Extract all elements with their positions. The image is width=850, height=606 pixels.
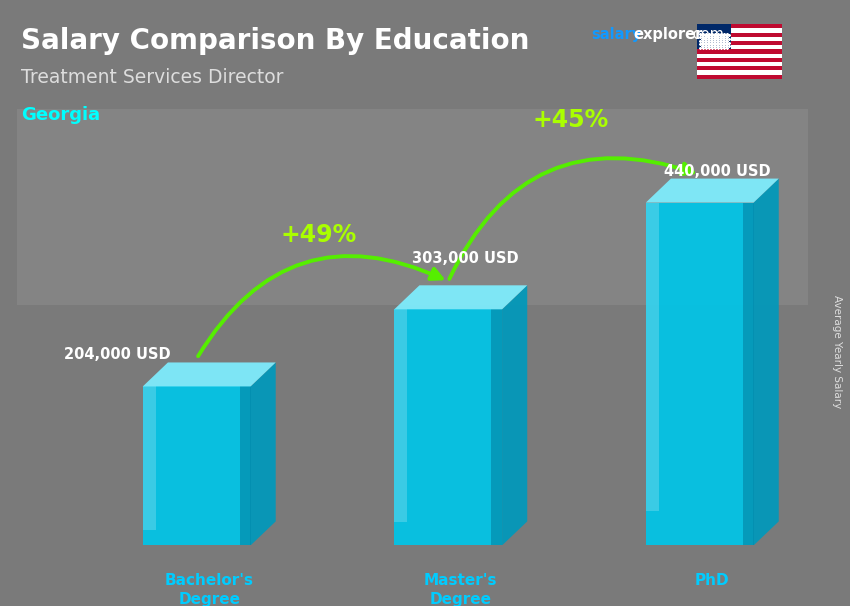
FancyArrowPatch shape xyxy=(198,256,442,356)
Text: explorer: explorer xyxy=(633,27,703,42)
Polygon shape xyxy=(743,202,754,545)
Polygon shape xyxy=(646,202,659,511)
Text: 303,000 USD: 303,000 USD xyxy=(412,251,518,265)
Polygon shape xyxy=(491,309,502,545)
Text: 440,000 USD: 440,000 USD xyxy=(664,164,770,179)
FancyArrowPatch shape xyxy=(450,158,693,279)
Text: +45%: +45% xyxy=(532,108,609,132)
Polygon shape xyxy=(697,62,782,66)
Polygon shape xyxy=(697,28,782,33)
Text: Average Yearly Salary: Average Yearly Salary xyxy=(832,295,842,408)
Polygon shape xyxy=(697,66,782,70)
Polygon shape xyxy=(646,202,754,545)
Polygon shape xyxy=(251,362,275,545)
Polygon shape xyxy=(697,45,782,50)
Polygon shape xyxy=(697,58,782,62)
Polygon shape xyxy=(143,387,156,530)
Polygon shape xyxy=(394,309,407,522)
Text: Treatment Services Director: Treatment Services Director xyxy=(21,68,284,87)
Polygon shape xyxy=(697,70,782,75)
Text: 204,000 USD: 204,000 USD xyxy=(64,347,170,362)
Polygon shape xyxy=(502,285,527,545)
Polygon shape xyxy=(240,387,251,545)
Polygon shape xyxy=(143,362,275,387)
Polygon shape xyxy=(394,285,527,309)
Polygon shape xyxy=(697,53,782,58)
Text: Bachelor's
Degree: Bachelor's Degree xyxy=(165,573,254,606)
Text: Georgia: Georgia xyxy=(21,106,100,124)
Polygon shape xyxy=(697,41,782,45)
Polygon shape xyxy=(646,179,779,202)
Polygon shape xyxy=(394,309,502,545)
Polygon shape xyxy=(17,109,808,305)
Text: .com: .com xyxy=(688,27,724,42)
Polygon shape xyxy=(754,179,779,545)
Text: PhD: PhD xyxy=(695,573,729,588)
Polygon shape xyxy=(697,33,782,37)
Text: Master's
Degree: Master's Degree xyxy=(424,573,497,606)
Polygon shape xyxy=(697,24,782,28)
Polygon shape xyxy=(697,50,782,53)
Text: salary: salary xyxy=(591,27,641,42)
Polygon shape xyxy=(697,24,731,50)
Text: Salary Comparison By Education: Salary Comparison By Education xyxy=(21,27,530,55)
Text: +49%: +49% xyxy=(280,222,357,247)
Polygon shape xyxy=(697,37,782,41)
Polygon shape xyxy=(143,387,251,545)
Polygon shape xyxy=(697,75,782,79)
